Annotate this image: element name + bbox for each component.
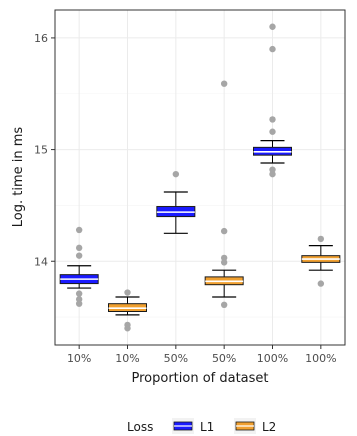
y-axis: 14 15 16 [34,32,55,268]
outlier-point [75,296,83,303]
x-axis-title: Proportion of dataset [131,371,268,386]
outlier-point [75,290,83,297]
box-l1 [253,23,292,178]
x-tick-label: 10% [67,352,91,365]
outlier-point [220,227,228,235]
x-tick-label: 10% [115,352,139,365]
outlier-point [269,45,276,53]
legend-label: L1 [200,420,214,434]
outlier-point [269,166,276,173]
outlier-point [220,259,228,266]
outlier-point [124,289,131,296]
legend-key-l2: L2 [234,418,276,434]
outlier-point [269,23,276,30]
outlier-point [220,301,228,308]
outlier-point [269,128,276,135]
x-tick-label: 50% [212,352,236,365]
x-tick-label: 100% [257,352,288,365]
outlier-point [75,226,83,234]
outlier-point [75,300,83,307]
legend-key-l1: L1 [172,418,214,434]
outlier-point [269,116,276,123]
outlier-point [172,170,180,178]
box-l1 [156,170,196,234]
outlier-point [220,254,228,262]
y-tick-label: 15 [34,144,48,157]
legend-title: Loss [127,420,153,434]
outlier-point [317,280,325,287]
boxes [59,23,341,332]
y-tick-label: 16 [34,32,48,45]
y-axis-title: Log. time in ms [11,127,26,228]
legend-label: L2 [262,420,276,434]
outlier-point [220,80,228,87]
legend: Loss L1 L2 [127,418,276,434]
outlier-point [317,235,325,243]
box-l1 [59,226,99,307]
x-axis: 10% 10% 50% 50% 100% 100% [67,345,337,365]
panel-background [55,10,345,345]
x-tick-label: 50% [164,352,188,365]
y-tick-label: 14 [34,255,48,268]
outlier-point [75,252,83,259]
x-tick-label: 100% [305,352,336,365]
panel-border [54,9,346,346]
outlier-point [269,170,276,178]
box-l2 [301,235,341,287]
box-l2 [108,289,147,332]
box-l2 [204,80,244,308]
outlier-point [75,244,83,252]
outlier-point [124,321,131,329]
